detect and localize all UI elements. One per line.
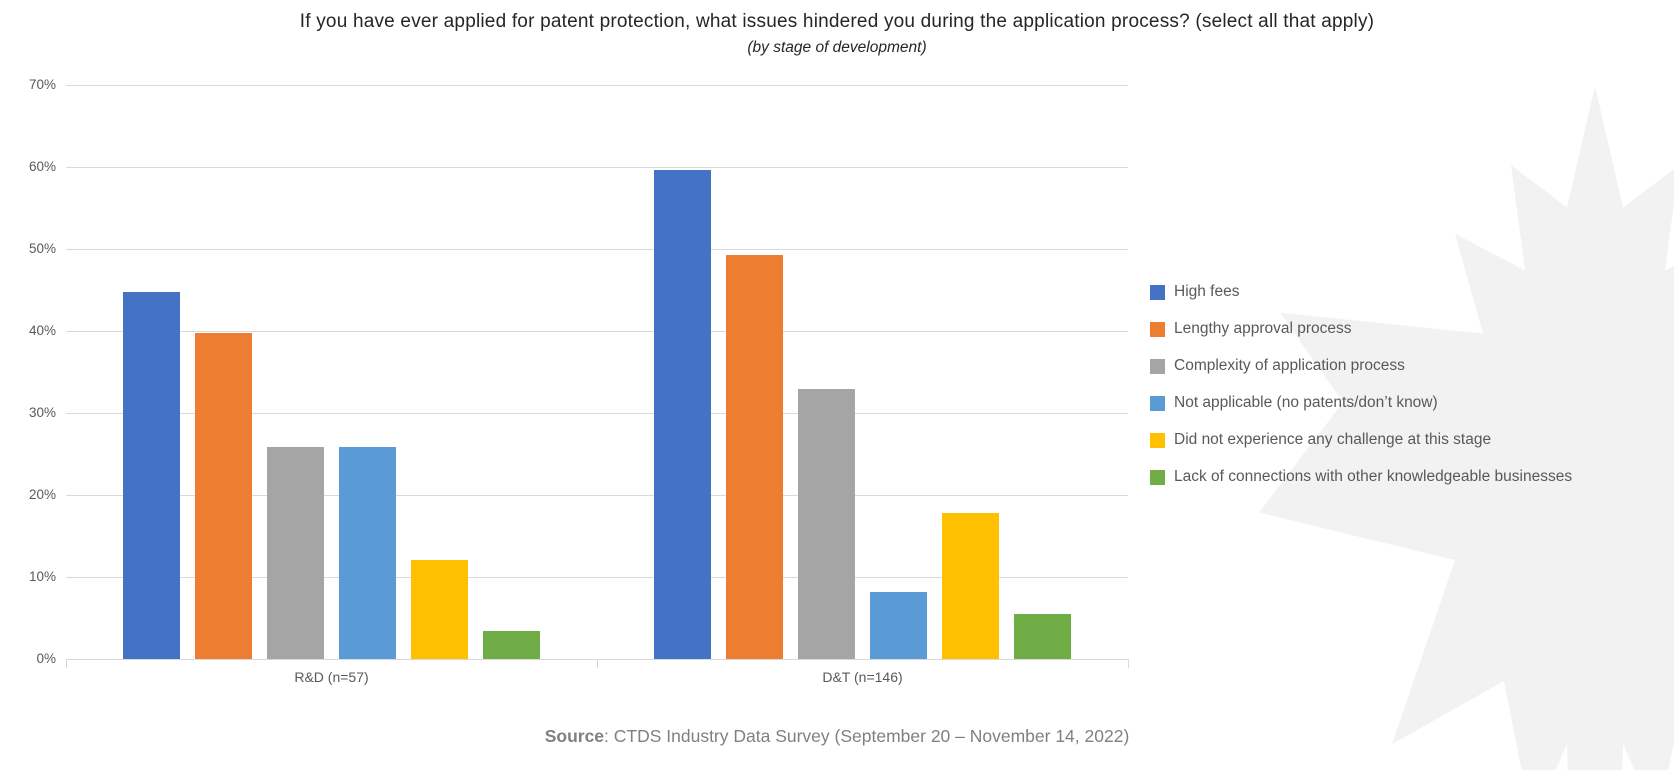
legend-label: Lack of connections with other knowledge…: [1174, 468, 1573, 485]
legend-swatch-icon: [1150, 284, 1165, 300]
category-axis-label: D&T (n=146): [822, 669, 903, 685]
y-axis-tick-label: 10%: [28, 569, 56, 584]
bar-series-6-category-2: [1014, 613, 1071, 659]
gridline-0%: [66, 659, 1128, 660]
gridline-20%: [66, 495, 1128, 496]
bar-series-4-category-1: [339, 446, 396, 659]
maple-leaf-watermark: [1259, 86, 1674, 770]
gridline-50%: [66, 249, 1128, 250]
legend-label: Complexity of application process: [1174, 357, 1405, 374]
y-axis-tick-label: 30%: [28, 405, 56, 420]
y-axis-tick-label: 40%: [28, 323, 56, 338]
bar-series-6-category-1: [483, 631, 540, 659]
legend-label: Lengthy approval process: [1174, 320, 1352, 337]
legend-swatch-icon: [1150, 321, 1165, 337]
chart-title: If you have ever applied for patent prot…: [299, 11, 1375, 32]
source-text: : CTDS Industry Data Survey (September 2…: [604, 726, 1130, 746]
legend-item-5: Did not experience any challenge at this…: [1150, 429, 1572, 451]
source-note: Source: CTDS Industry Data Survey (Septe…: [0, 726, 1674, 747]
x-axis-tick-mark: [66, 659, 67, 668]
legend-item-1: High fees: [1150, 281, 1572, 303]
gridline-10%: [66, 577, 1128, 578]
bar-series-4-category-2: [870, 591, 927, 659]
bar-series-5-category-2: [942, 513, 999, 659]
category-axis-label: R&D (n=57): [294, 669, 369, 685]
bar-series-3-category-1: [267, 446, 324, 659]
chart-subtitle: (by stage of development): [747, 39, 927, 56]
legend-label: High fees: [1174, 283, 1240, 300]
legend-label: Did not experience any challenge at this…: [1174, 431, 1492, 448]
legend-item-4: Not applicable (no patents/don’t know): [1150, 392, 1572, 414]
gridline-60%: [66, 167, 1128, 168]
bar-series-2-category-1: [195, 333, 252, 659]
plot-area: [66, 85, 1128, 660]
bar-series-1-category-2: [654, 170, 711, 659]
bar-series-5-category-1: [411, 559, 468, 659]
bar-series-2-category-2: [726, 254, 783, 659]
legend-item-6: Lack of connections with other knowledge…: [1150, 466, 1572, 488]
legend-item-3: Complexity of application process: [1150, 355, 1572, 377]
bar-series-3-category-2: [798, 389, 855, 659]
legend: High fees Lengthy approval process Complex…: [1150, 281, 1572, 503]
source-label: Source: [544, 726, 605, 746]
x-axis-tick-mark: [1128, 659, 1129, 668]
y-axis-tick-label: 0%: [36, 651, 56, 666]
gridline-30%: [66, 413, 1128, 414]
legend-swatch-icon: [1150, 358, 1165, 374]
legend-swatch-icon: [1150, 469, 1165, 485]
gridline-70%: [66, 85, 1128, 86]
gridline-40%: [66, 331, 1128, 332]
legend-item-2: Lengthy approval process: [1150, 318, 1572, 340]
legend-swatch-icon: [1150, 395, 1165, 411]
legend-label: Not applicable (no patents/don’t know): [1174, 394, 1438, 411]
y-axis-tick-label: 70%: [28, 77, 56, 92]
y-axis-tick-label: 60%: [28, 159, 56, 174]
legend-swatch-icon: [1150, 432, 1165, 448]
bar-series-1-category-1: [123, 291, 180, 659]
y-axis-tick-label: 50%: [28, 241, 56, 256]
y-axis-tick-label: 20%: [28, 487, 56, 502]
x-axis-tick-mark: [597, 659, 598, 668]
